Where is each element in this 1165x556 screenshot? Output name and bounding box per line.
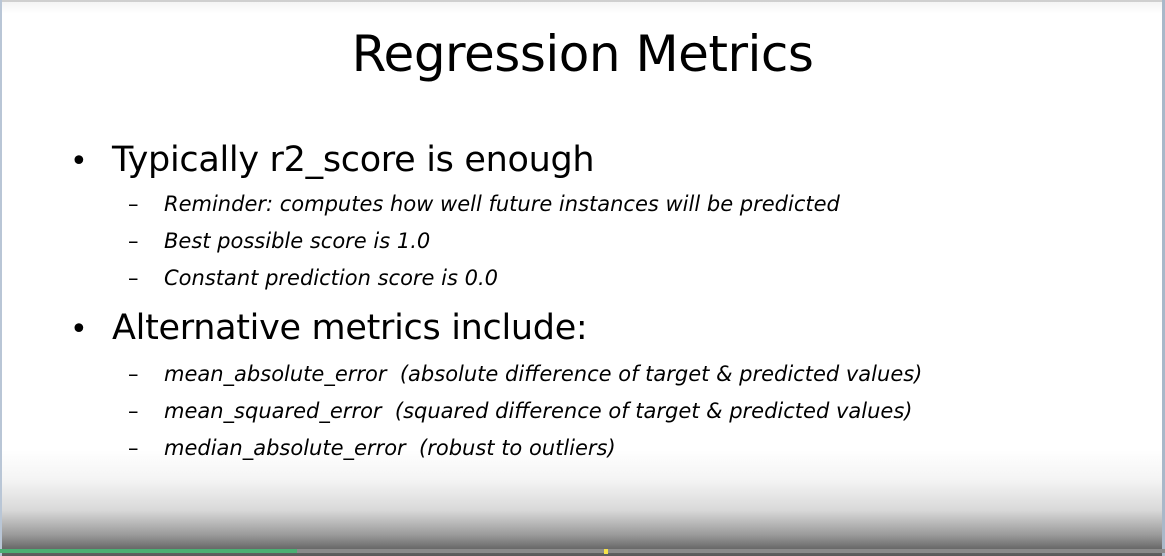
subitem-mean-squared-error: – mean_squared_error (squared difference … <box>128 397 912 425</box>
bullet-dot-icon: • <box>70 144 88 179</box>
slide-title: Regression Metrics <box>351 25 814 83</box>
dash-icon: – <box>128 436 139 460</box>
subitem-text: mean_squared_error (squared difference o… <box>164 399 913 423</box>
dash-icon: – <box>128 192 139 216</box>
subitem-best-score: – Best possible score is 1.0 <box>128 227 430 255</box>
subitem-text: Reminder: computes how well future insta… <box>164 192 840 216</box>
dash-icon: – <box>128 362 139 386</box>
bullet-r2-score: • Typically r2_score is enough <box>70 138 595 184</box>
subitem-text: mean_absolute_error (absolute difference… <box>164 362 923 386</box>
dash-icon: – <box>128 266 139 290</box>
frame-left-border <box>0 0 2 556</box>
bullet-text: Typically r2_score is enough <box>112 140 595 180</box>
subitem-reminder: – Reminder: computes how well future inst… <box>128 190 840 218</box>
progress-marker <box>604 549 608 554</box>
video-progress-bar[interactable] <box>0 549 1165 553</box>
subitem-text: Constant prediction score is 0.0 <box>164 266 498 290</box>
video-progress-fill <box>0 549 298 553</box>
subitem-text: Best possible score is 1.0 <box>164 229 431 253</box>
subitem-mean-absolute-error: – mean_absolute_error (absolute differenc… <box>128 360 922 388</box>
frame-top-border <box>0 0 1165 2</box>
frame-right-border <box>1162 0 1165 556</box>
dash-icon: – <box>128 399 139 423</box>
dash-icon: – <box>128 229 139 253</box>
subitem-constant-score: – Constant prediction score is 0.0 <box>128 264 498 292</box>
bullet-text: Alternative metrics include: <box>112 308 588 348</box>
bullet-alternative-metrics: • Alternative metrics include: <box>70 306 588 352</box>
bullet-dot-icon: • <box>70 312 88 347</box>
subitem-median-absolute-error: – median_absolute_error (robust to outlie… <box>128 434 616 462</box>
subitem-text: median_absolute_error (robust to outlier… <box>164 436 616 460</box>
